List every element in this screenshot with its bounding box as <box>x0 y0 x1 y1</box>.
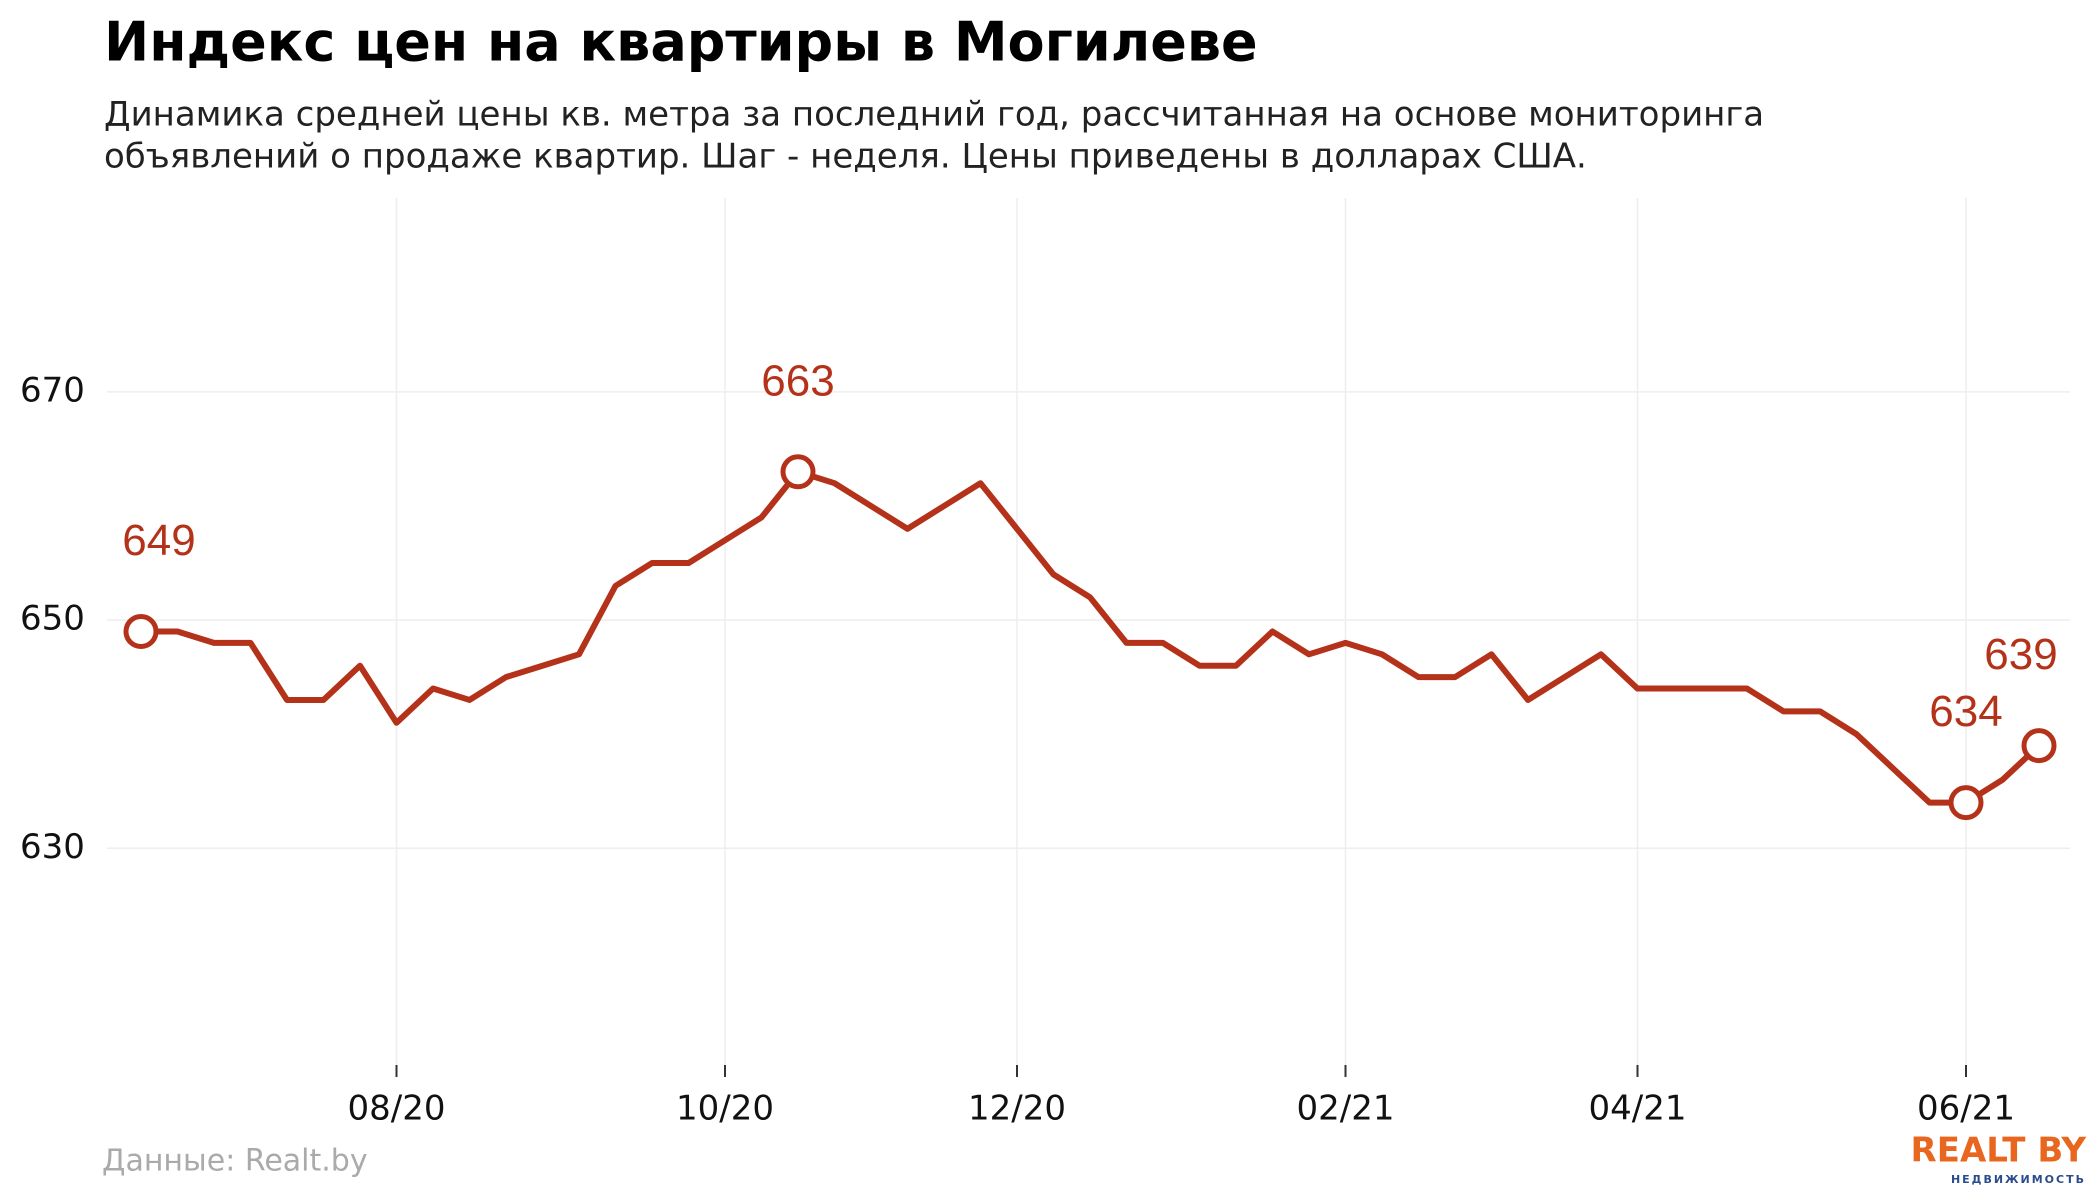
x-tick-label: 02/21 <box>1297 1089 1395 1129</box>
x-tick-label: 08/20 <box>348 1089 446 1129</box>
x-tick-label: 12/20 <box>968 1089 1066 1129</box>
y-tick-label: 670 <box>20 370 85 410</box>
source: Данные: Realt.by <box>102 1144 368 1179</box>
data-label: 634 <box>1929 687 2002 736</box>
chart-subtitle: Динамика средней цены кв. метра за после… <box>104 95 1764 135</box>
line <box>141 468 2042 806</box>
point-marker <box>780 454 816 490</box>
x-tick-label: 04/21 <box>1589 1089 1687 1129</box>
y-tick-label: 630 <box>20 827 85 867</box>
chart-title: Индекс цен на квартиры в Могилеве <box>104 11 1258 74</box>
y-tick-label: 650 <box>20 599 85 639</box>
point-marker <box>123 614 159 649</box>
data-label: 663 <box>761 356 834 405</box>
x-tick-label: 10/20 <box>676 1089 774 1129</box>
logo: REALT BY <box>1911 1131 2087 1171</box>
logo-tagline: НЕДВИЖИМОСТЬ <box>1951 1173 2086 1186</box>
data-label: 639 <box>1984 630 2057 679</box>
point-marker <box>1948 785 1984 821</box>
data-label: 649 <box>122 516 195 565</box>
point-marker <box>2021 728 2057 764</box>
x-tick-label: 06/21 <box>1917 1089 2015 1129</box>
chart-subtitle: объявлений о продаже квартир. Шаг - неде… <box>104 137 1587 177</box>
